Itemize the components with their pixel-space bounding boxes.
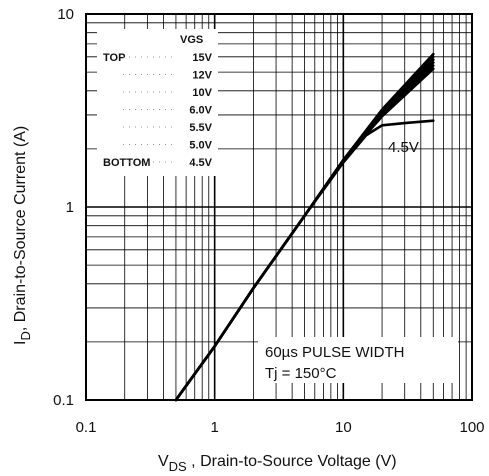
y-axis-label-rest: , Drain-to-Source Current (A) <box>12 126 29 331</box>
legend-bottom-label: BOTTOM <box>103 157 150 169</box>
x-tick-label: 100 <box>459 419 484 436</box>
legend-entry: 5.5V <box>189 122 212 134</box>
curves <box>174 52 435 402</box>
legend-top-label: TOP <box>103 52 125 64</box>
legend-entry: 12V <box>192 70 212 82</box>
y-tick-label: 1 <box>66 199 74 216</box>
legend: VGS TOP BOTTOM 15V 12V 10V 6.0V 5.5V 5.0V 4.5V <box>103 34 213 169</box>
legend-header: VGS <box>180 34 203 46</box>
legend-entry: 5.0V <box>189 140 212 152</box>
y-tick-label: 10 <box>57 6 74 23</box>
legend-entry: 10V <box>192 87 212 99</box>
curve-label-4-5v: 4.5V <box>388 139 419 156</box>
legend-entry: 4.5V <box>189 157 212 169</box>
plot-frame <box>85 13 473 401</box>
x-axis-label-rest: , Drain-to-Source Voltage (V) <box>187 453 397 470</box>
series-line-4-5v <box>174 119 435 402</box>
legend-entry: 6.0V <box>189 105 212 117</box>
x-tick-label: 10 <box>335 419 352 436</box>
annotation-temperature: Tj = 150°C <box>265 365 337 382</box>
y-axis-label-subscript: D <box>18 331 33 340</box>
x-axis-label-subscript: DS <box>169 459 187 474</box>
legend-entry: 15V <box>192 52 212 64</box>
y-axis-label: ID, Drain-to-Source Current (A) <box>12 126 33 345</box>
x-axis-label: VDS , Drain-to-Source Voltage (V) <box>158 453 397 474</box>
x-tick-label: 0.1 <box>76 419 97 436</box>
y-axis-label-main: I <box>12 341 29 345</box>
y-tick-label: 0.1 <box>53 392 74 409</box>
legend-entries: 15V 12V 10V 6.0V 5.5V 5.0V 4.5V <box>123 52 213 169</box>
annotation-pulse-width: 60µs PULSE WIDTH <box>265 344 405 361</box>
x-tick-label: 1 <box>210 419 218 436</box>
tick-labels: 0.1 1 10 100 0.1 1 10 <box>53 6 484 436</box>
annotation-background <box>258 337 458 383</box>
x-axis-label-main: V <box>158 453 169 470</box>
legend-background <box>97 29 218 176</box>
